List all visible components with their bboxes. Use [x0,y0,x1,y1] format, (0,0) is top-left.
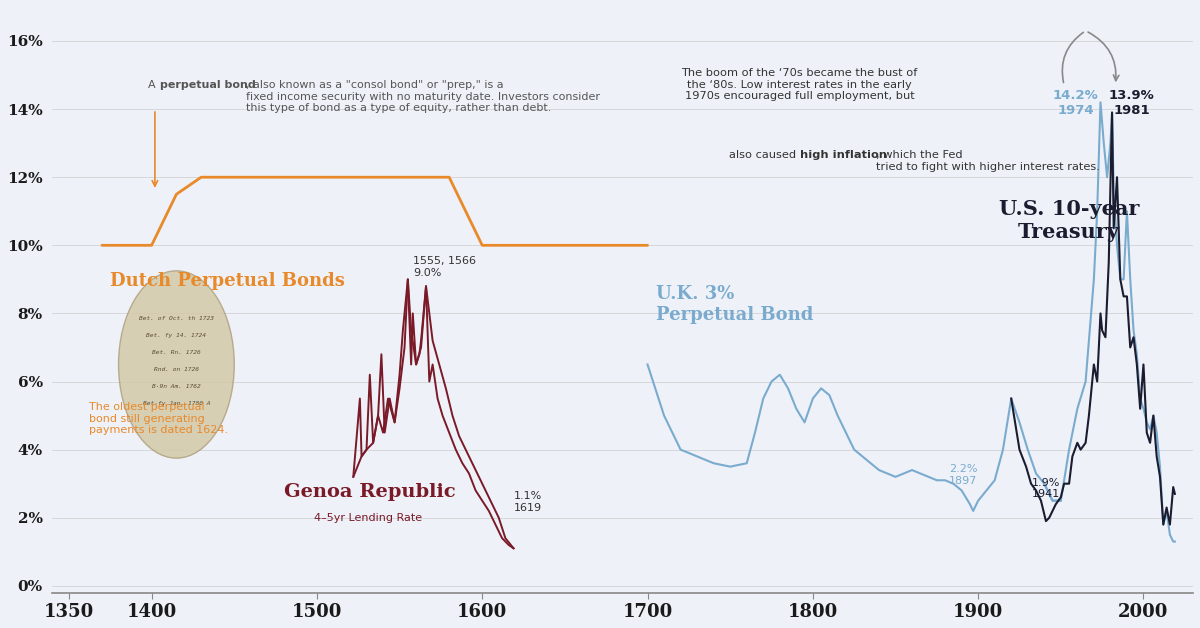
Text: The boom of the ‘70s became the bust of
the ‘80s. Low interest rates in the earl: The boom of the ‘70s became the bust of … [682,68,918,102]
Text: Bet. fy 14. 1724: Bet. fy 14. 1724 [146,333,206,338]
Text: The oldest perpetual
bond still generating
payments is dated 1624.: The oldest perpetual bond still generati… [89,402,228,435]
Text: 14.2%
1974: 14.2% 1974 [1052,89,1098,117]
Text: 2.2%
1897: 2.2% 1897 [949,464,978,485]
Text: Bet. Rn. 1726: Bet. Rn. 1726 [152,350,200,355]
Text: 4–5yr Lending Rate: 4–5yr Lending Rate [313,513,421,523]
Text: Bet. of Oct. th 1723: Bet. of Oct. th 1723 [139,317,214,322]
Text: B·9n Am. 1762: B·9n Am. 1762 [152,384,200,389]
Text: Rnd. on 1726: Rnd. on 1726 [154,367,199,372]
Text: U.S. 10-year
Treasury: U.S. 10-year Treasury [998,199,1139,242]
Ellipse shape [119,271,234,458]
Text: , also known as a "consol bond" or "prep," is a
fixed income security with no ma: , also known as a "consol bond" or "prep… [246,80,600,114]
Text: also caused: also caused [728,150,799,160]
Text: 1.9%
1941: 1.9% 1941 [1032,478,1060,499]
Text: Bet·fy Jan. 1780 A: Bet·fy Jan. 1780 A [143,401,210,406]
Text: 1555, 1566
9.0%: 1555, 1566 9.0% [413,256,475,278]
Text: 13.9%
1981: 13.9% 1981 [1109,89,1154,117]
Text: Genoa Republic: Genoa Republic [284,484,456,501]
Text: high inflation: high inflation [799,150,887,160]
Text: , which the Fed
tried to fight with higher interest rates.: , which the Fed tried to fight with high… [876,150,1099,171]
Text: A: A [149,80,160,90]
Text: U.K. 3%
Perpetual Bond: U.K. 3% Perpetual Bond [655,285,814,324]
Text: perpetual bond: perpetual bond [160,80,256,90]
Text: Dutch Perpetual Bonds: Dutch Perpetual Bonds [110,272,346,290]
Text: 1.1%
1619: 1.1% 1619 [514,491,542,513]
